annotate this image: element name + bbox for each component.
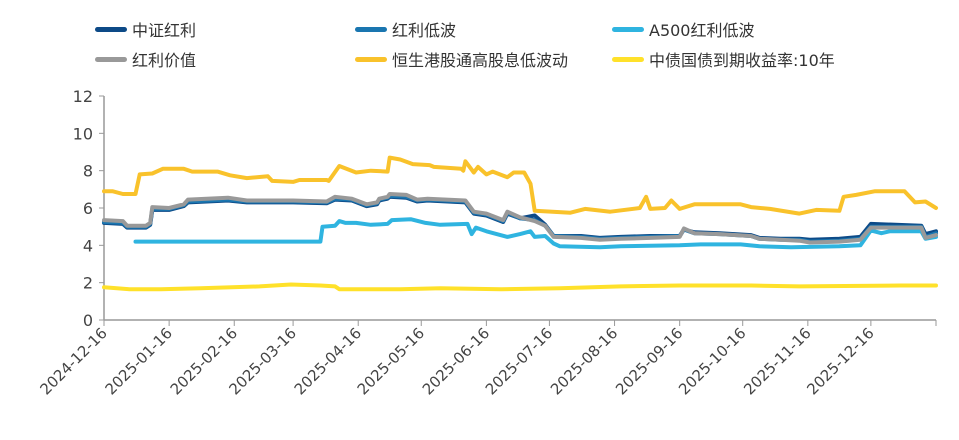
series-line-5 (102, 282, 938, 292)
x-tick-label: 2024-12-16 (36, 324, 110, 398)
series-line-3 (102, 192, 938, 245)
legend-label: 中债国债到期收益率:10年 (649, 51, 835, 70)
legend-swatch (612, 56, 644, 62)
legend-label: 红利低波 (392, 21, 457, 40)
legend-item-a500: A500红利低波 (612, 17, 755, 41)
x-tick-label: 2025-12-16 (803, 324, 877, 398)
y-tick-label: 4 (83, 236, 93, 255)
legend-swatch (95, 56, 127, 62)
series-line-2 (133, 217, 938, 250)
legend-item-zzhl: 中证红利 (95, 17, 196, 41)
y-tick-label: 0 (83, 311, 93, 330)
legend-item-bond: 中债国债到期收益率:10年 (612, 47, 835, 71)
legend-label: 恒生港股通高股息低波动 (392, 51, 569, 70)
legend-label: 中证红利 (132, 21, 197, 40)
x-tick-label: 2025-05-16 (354, 324, 428, 398)
legend-swatch (95, 26, 127, 32)
legend-swatch (355, 56, 387, 62)
x-tick-label: 2025-08-16 (547, 324, 621, 398)
legend-swatch (355, 26, 387, 32)
x-tick-label: 2025-01-16 (102, 324, 176, 398)
series-line-4 (102, 155, 938, 216)
legend-label: A500红利低波 (649, 21, 755, 40)
legend-item-hldb: 红利低波 (355, 17, 456, 41)
y-tick-label: 2 (83, 274, 93, 293)
y-tick-label: 12 (73, 87, 93, 106)
legend-swatch (612, 26, 644, 32)
legend-label: 红利价值 (132, 51, 197, 70)
legend-item-hljz: 红利价值 (95, 47, 196, 71)
y-tick-label: 10 (73, 124, 93, 143)
x-tick-label: 2025-10-16 (675, 324, 749, 398)
legend-item-hs: 恒生港股通高股息低波动 (355, 47, 568, 71)
y-tick-label: 6 (83, 199, 93, 218)
y-tick-label: 8 (83, 162, 93, 181)
x-tick-label: 2025-07-16 (482, 324, 556, 398)
